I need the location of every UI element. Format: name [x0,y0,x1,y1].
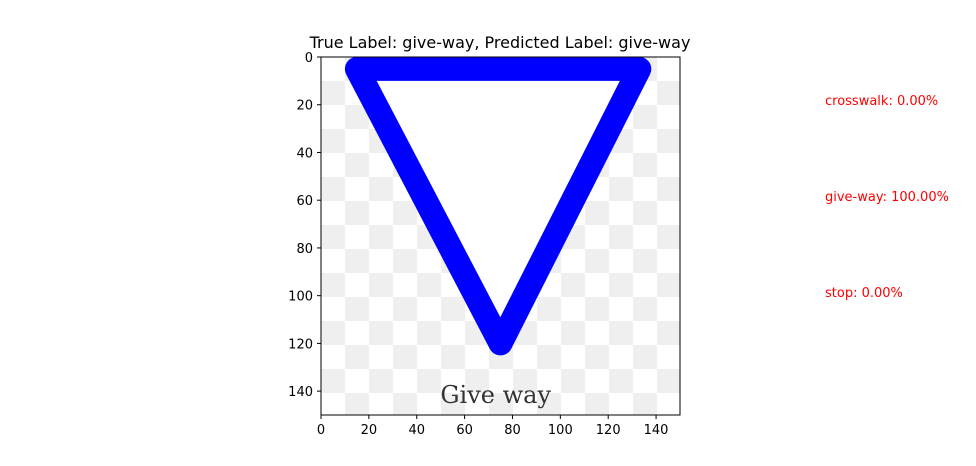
class-probability-label: stop: 0.00% [825,286,903,301]
y-tick-label: 120 [288,337,313,352]
y-tick-label: 100 [288,290,313,305]
y-tick-label: 0 [305,51,313,66]
x-axis: 0 20 40 60 80 100 120 140 [317,415,669,438]
image-caption-text: Give way [440,381,551,409]
x-tick-label: 0 [317,423,325,438]
x-tick-label: 140 [644,423,669,438]
y-tick-label: 20 [296,99,313,114]
class-probability-label: crosswalk: 0.00% [825,94,938,109]
y-axis: 0 20 40 60 80 100 120 140 [288,51,321,400]
x-tick-label: 40 [408,423,425,438]
x-tick-label: 100 [548,423,573,438]
image-axes: Give way 0 20 40 60 80 100 120 140 0 20 40 60 80 100… [288,51,681,438]
chart-title: True Label: give-way, Predicted Label: g… [309,33,691,52]
y-tick-label: 60 [296,194,313,209]
y-tick-label: 140 [288,385,313,400]
x-tick-label: 20 [361,423,378,438]
axes-frame [320,56,681,416]
class-probability-label: give-way: 100.00% [825,190,949,205]
x-tick-label: 60 [456,423,473,438]
y-tick-label: 80 [296,242,313,257]
give-way-sign-triangle [344,57,652,356]
x-tick-label: 120 [596,423,621,438]
y-tick-label: 40 [296,146,313,161]
x-tick-label: 80 [504,423,521,438]
class-probabilities: crosswalk: 0.00% give-way: 100.00% stop: 0… [825,94,949,301]
